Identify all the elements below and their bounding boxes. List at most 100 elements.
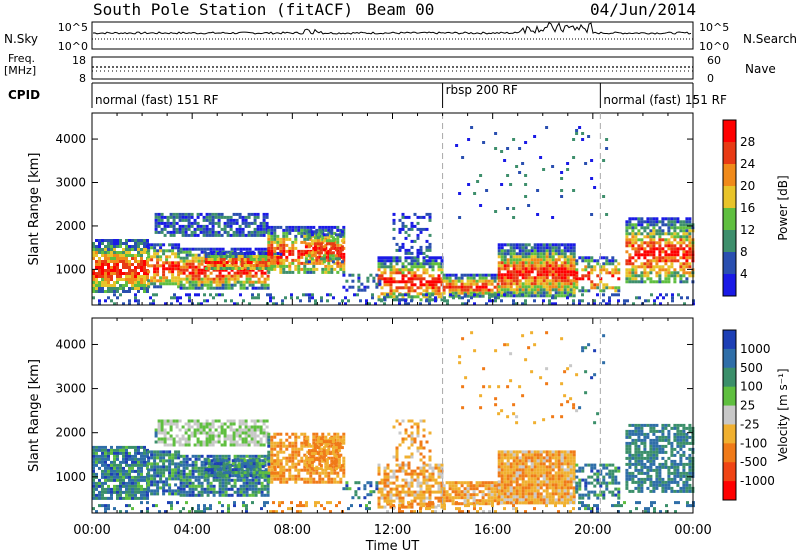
echo-cell (631, 262, 635, 266)
echo-cell (188, 484, 192, 488)
echo-cell (110, 287, 113, 290)
echo-cell (242, 283, 246, 287)
echo-cell (596, 262, 600, 266)
echo-cell (557, 276, 561, 280)
echo-cell (255, 471, 259, 475)
echo-cell (273, 261, 277, 265)
echo-cell (223, 215, 227, 219)
echo-cell (518, 293, 521, 297)
echo-cell (530, 279, 534, 283)
echo-cell (147, 477, 151, 481)
echo-cell (270, 240, 274, 244)
echo-cell (243, 258, 247, 261)
echo-cell (248, 247, 252, 251)
echo-cell (222, 459, 226, 463)
echo-cell (518, 243, 522, 247)
echo-cell (342, 255, 346, 259)
echo-cell (375, 282, 379, 286)
echo-cell (614, 289, 618, 293)
echo-cell (306, 480, 310, 484)
echo-cell (297, 462, 301, 466)
echo-cell (311, 293, 314, 297)
echo-cell (306, 471, 310, 475)
echo-cell (252, 474, 256, 478)
echo-cell (223, 227, 227, 231)
echo-cell (227, 457, 231, 461)
echo-cell (244, 422, 248, 426)
echo-cell (119, 496, 122, 500)
echo-cell (398, 256, 402, 260)
echo-cell (518, 273, 522, 277)
echo-cell (184, 224, 188, 228)
echo-cell (273, 459, 277, 463)
echo-cell (116, 266, 119, 269)
echo-cell (137, 263, 140, 266)
echo-cell (263, 487, 267, 491)
echo-cell (318, 225, 322, 229)
echo-cell (122, 481, 125, 485)
echo-cell (134, 281, 137, 284)
echo-cell (267, 435, 271, 439)
echo-cell (279, 255, 283, 259)
echo-cell (226, 215, 230, 219)
echo-cell (664, 280, 668, 284)
echo-cell (398, 484, 402, 488)
echo-cell (159, 477, 163, 481)
echo-cell (194, 253, 198, 257)
echo-cell (137, 445, 140, 449)
echo-cell (182, 277, 186, 281)
echo-cell (643, 262, 647, 266)
echo-cell (392, 212, 396, 216)
echo-cell (101, 481, 104, 485)
echo-cell (218, 286, 222, 290)
echo-cell (575, 283, 579, 287)
echo-cell (215, 478, 219, 482)
echo-cell (625, 241, 629, 245)
echo-cell (194, 283, 198, 287)
echo-cell (682, 220, 686, 224)
echo-cell (685, 259, 689, 263)
echo-cell (185, 268, 189, 272)
echo-cell (92, 245, 95, 248)
echo-cell (134, 245, 137, 248)
echo-cell (643, 241, 647, 245)
echo-cell (524, 282, 528, 286)
echo-cell (150, 480, 154, 484)
echo-cell (509, 279, 513, 283)
echo-cell (542, 267, 546, 271)
echo-cell (205, 437, 209, 441)
echo-cell (202, 227, 206, 231)
echo-cell (404, 259, 408, 263)
echo-cell (194, 478, 198, 482)
echo-cell (178, 212, 182, 216)
echo-cell (392, 499, 396, 503)
echo-cell (104, 260, 107, 263)
echo-cell (226, 233, 230, 237)
echo-cell (174, 453, 178, 457)
echo-cell (231, 471, 235, 475)
echo-cell (194, 256, 198, 260)
echo-cell (185, 472, 189, 476)
echo-cell (605, 286, 609, 290)
echo-cell (107, 263, 110, 266)
echo-cell (218, 454, 222, 458)
echo-cell (631, 226, 635, 230)
echo-cell (416, 265, 420, 269)
echo-cell (398, 230, 402, 234)
echo-cell (116, 254, 119, 257)
echo-cell (122, 257, 125, 260)
echo-cell (92, 463, 95, 467)
echo-cell (236, 493, 240, 497)
echo-cell (184, 440, 188, 444)
echo-cell (667, 238, 671, 242)
echo-cell (143, 475, 146, 479)
echo-cell (267, 237, 271, 241)
echo-cell (263, 463, 267, 467)
echo-cell (322, 455, 326, 459)
echo-cell (294, 237, 298, 241)
echo-cell (159, 471, 163, 475)
echo-cell (509, 243, 513, 247)
echo-cell (116, 290, 119, 293)
echo-cell (213, 471, 217, 475)
echo-cell (410, 227, 414, 231)
